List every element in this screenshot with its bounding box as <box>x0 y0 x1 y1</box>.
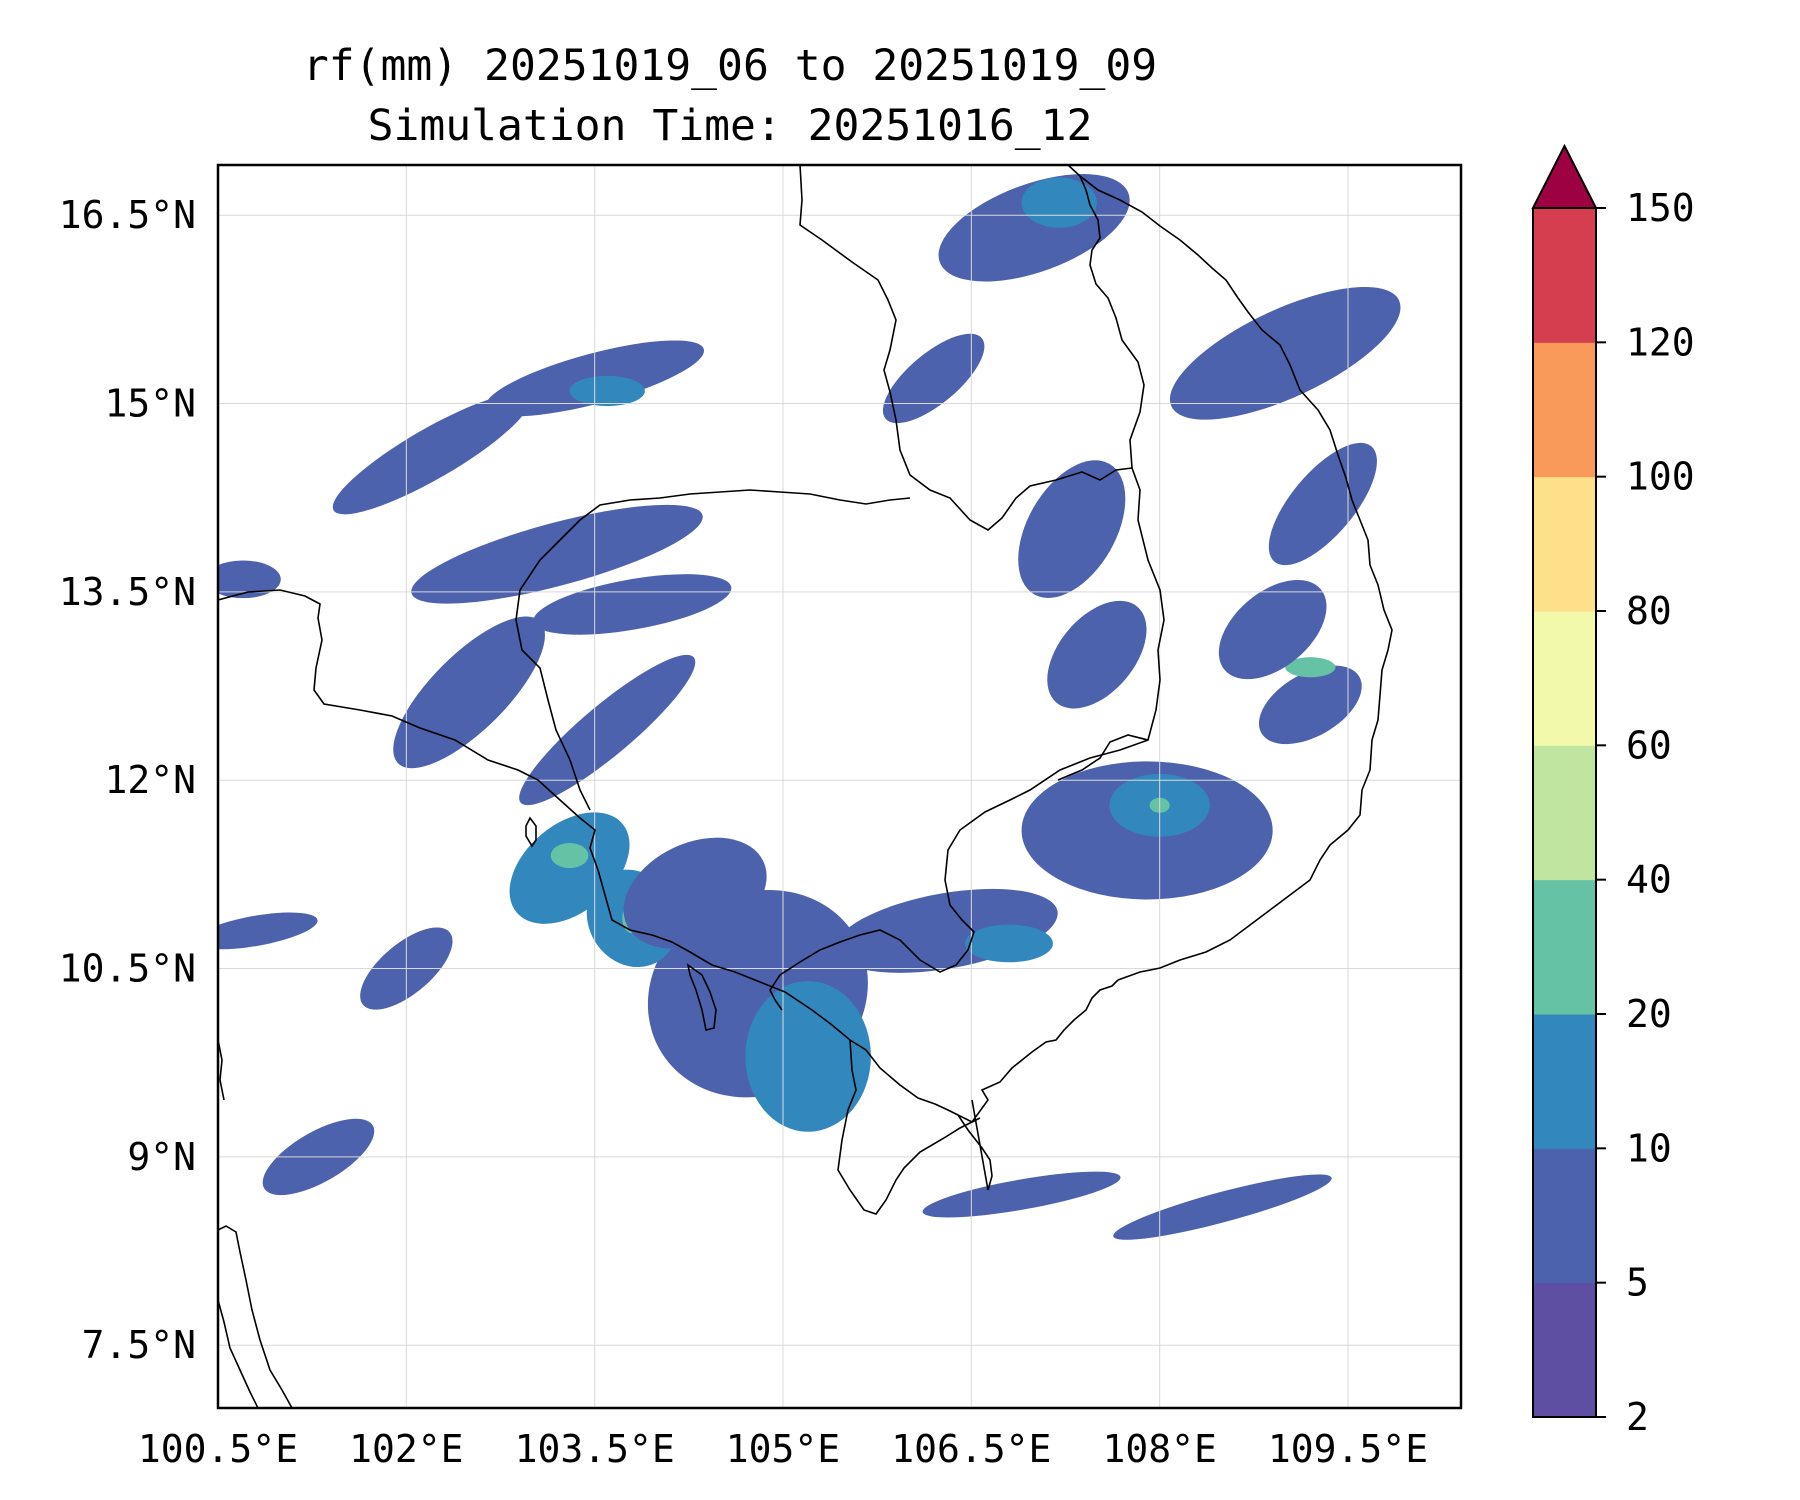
colorbar-segment <box>1533 1148 1596 1284</box>
phu-quoc-island <box>686 963 717 1031</box>
rain-cell <box>569 375 645 407</box>
y-tick-label: 12°N <box>104 758 196 802</box>
x-tick-label: 108°E <box>1102 1427 1216 1471</box>
rain-cell <box>922 1171 1121 1218</box>
rain-cell <box>519 654 696 806</box>
colorbar-tick-label: 20 <box>1626 992 1672 1036</box>
rain-cell <box>1218 579 1327 680</box>
map-frame <box>216 163 1463 1410</box>
rain-cell <box>393 616 545 769</box>
chart-subtitle: Simulation Time: 20251016_12 <box>367 101 1093 151</box>
rain-cell <box>550 843 589 869</box>
rain-cell <box>1021 177 1097 228</box>
colorbar-tick-label: 100 <box>1626 455 1695 499</box>
rain-cell <box>745 981 871 1132</box>
rain-cell <box>411 504 703 604</box>
rainfall-contours <box>218 174 1401 1240</box>
y-tick-label: 7.5°N <box>82 1323 196 1367</box>
rain-cell <box>1268 442 1377 566</box>
thai-west-coast <box>218 1039 225 1101</box>
gulf-of-thailand-coast <box>218 589 959 1116</box>
chart-title-block: rf(mm) 20251019_06 to 20251019_09 Simula… <box>0 36 1460 156</box>
colorbar-segment <box>1533 208 1596 343</box>
colorbar-tick-label: 80 <box>1626 589 1672 633</box>
colorbar-tick-label: 5 <box>1626 1261 1649 1305</box>
x-axis: 100.5°E 102°E 103.5°E 105°E 106.5°E 108°E 109.… <box>138 1427 1428 1471</box>
thailand-east-border <box>799 165 1133 531</box>
colorbar-segment <box>1533 745 1596 881</box>
colorbar-tick-label: 150 <box>1626 186 1695 230</box>
y-tick-label: 10.5°N <box>59 947 196 991</box>
colorbar-tick-label: 2 <box>1626 1395 1649 1439</box>
vietnam-inner-border <box>1057 734 1149 781</box>
rain-cell <box>332 393 531 515</box>
rain-cell <box>1018 460 1126 598</box>
colorbar: 2 5 10 20 40 60 80 100 120 150 <box>1531 143 1695 1439</box>
malay-peninsula-coast <box>218 1225 293 1408</box>
colorbar-segment <box>1533 1014 1596 1149</box>
x-tick-label: 106.5°E <box>891 1427 1051 1471</box>
x-tick-label: 100.5°E <box>138 1427 298 1471</box>
colorbar-segment <box>1533 611 1596 746</box>
colorbar-tick-label: 120 <box>1626 320 1695 364</box>
koh-kong-island <box>525 816 537 848</box>
south-vietnam-coast <box>1067 165 1393 981</box>
laos-vietnam-border <box>1079 175 1145 469</box>
colorbar-extend-arrow <box>1531 143 1598 209</box>
rain-cell <box>882 333 985 424</box>
mekong-delta-coast <box>837 979 1119 1215</box>
cambodia-north-border <box>519 489 911 591</box>
y-tick-label: 15°N <box>104 382 196 426</box>
colorbar-segments <box>1533 208 1596 1418</box>
y-tick-label: 9°N <box>127 1135 196 1179</box>
colorbar-segment <box>1533 879 1596 1015</box>
coastlines-and-borders <box>218 165 1393 1408</box>
x-tick-label: 103.5°E <box>515 1427 675 1471</box>
colorbar-frame <box>1532 208 1597 1418</box>
rain-cell <box>533 574 732 635</box>
x-tick-label: 102°E <box>349 1427 463 1471</box>
y-axis: 16.5°N 15°N 13.5°N 12°N 10.5°N 9°N 7.5°N <box>59 193 196 1367</box>
rain-cell <box>623 837 767 949</box>
map-panel <box>216 163 1463 1410</box>
colorbar-segment <box>1533 1282 1596 1418</box>
rain-cell <box>965 924 1053 963</box>
y-tick-label: 13.5°N <box>59 570 196 614</box>
rain-cell <box>1047 600 1147 709</box>
colorbar-tick-label: 60 <box>1626 723 1672 767</box>
cambodia-west-border <box>515 589 591 811</box>
y-tick-label: 16.5°N <box>59 193 196 237</box>
rain-cell <box>1285 657 1336 678</box>
chart-title: rf(mm) 20251019_06 to 20251019_09 <box>302 41 1158 91</box>
colorbar-segment <box>1533 476 1596 612</box>
colorbar-segment <box>1533 342 1596 478</box>
rain-cell <box>1169 286 1401 420</box>
cambodia-east-border <box>769 467 1165 1011</box>
gridlines <box>218 165 1461 1408</box>
x-tick-label: 105°E <box>726 1427 840 1471</box>
rain-cell <box>218 560 281 599</box>
colorbar-ticks: 2 5 10 20 40 60 80 100 120 150 <box>1596 186 1695 1439</box>
colorbar-tick-label: 40 <box>1626 858 1672 902</box>
colorbar-tick-label: 10 <box>1626 1126 1672 1170</box>
rain-cell <box>1258 665 1362 745</box>
rain-cell <box>1113 1174 1332 1240</box>
rain-cell <box>218 912 318 950</box>
x-tick-label: 109.5°E <box>1268 1427 1428 1471</box>
